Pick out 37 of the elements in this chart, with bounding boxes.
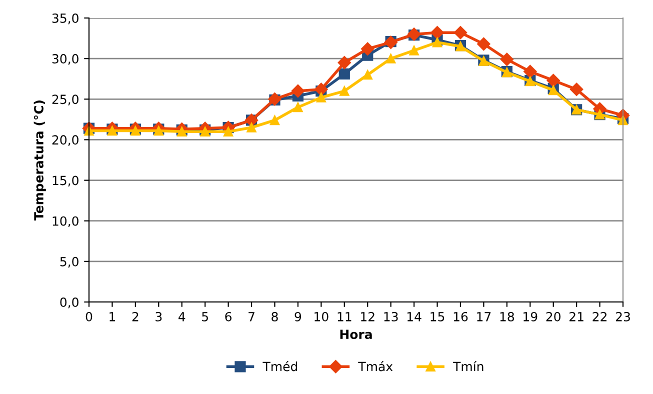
x-tick-label: 0 (86, 312, 92, 322)
x-tick-label: 2 (132, 312, 138, 322)
x-tick-label: 15 (430, 312, 444, 322)
legend-label: Tmín (453, 361, 484, 372)
x-tick-label: 1 (110, 312, 116, 322)
x-tick-label: 17 (477, 312, 491, 322)
x-tick-label: 12 (361, 312, 374, 322)
y-tick-label: 30,0 (52, 54, 78, 65)
x-tick-label: 14 (407, 312, 422, 322)
x-tick-label: 6 (225, 312, 232, 322)
y-tick-label: 15,0 (52, 176, 78, 186)
x-tick-label: 23 (616, 312, 630, 322)
x-tick-label: 7 (248, 312, 254, 322)
x-tick-label: 16 (454, 312, 468, 322)
x-tick-label: 9 (294, 312, 302, 322)
x-tick-label: 4 (178, 312, 186, 322)
y-tick-label: 25,0 (52, 94, 78, 106)
x-axis-title: Hora (340, 330, 372, 340)
legend-label: Tmáx (358, 361, 393, 372)
x-tick-label: 20 (546, 312, 560, 322)
y-tick-label: 35,0 (52, 13, 78, 24)
x-tick-label: 19 (524, 312, 538, 322)
y-tick-label: 5,0 (60, 256, 78, 268)
x-tick-label: 8 (272, 312, 278, 322)
y-axis-title: Temperatura (°C) (34, 100, 46, 220)
x-tick-label: 5 (202, 312, 208, 322)
y-tick-label: 20,0 (52, 135, 78, 146)
x-tick-label: 21 (570, 312, 584, 322)
x-tick-label: 11 (338, 312, 352, 322)
x-tick-label: 18 (500, 312, 514, 322)
y-tick-label: 10,0 (52, 216, 78, 228)
x-tick-label: 3 (156, 312, 162, 322)
x-tick-label: 13 (384, 312, 398, 322)
y-tick-label: 0,0 (60, 297, 78, 308)
x-tick-label: 22 (592, 312, 606, 322)
x-tick-label: 10 (314, 312, 328, 322)
legend-label: Tméd (262, 361, 298, 372)
